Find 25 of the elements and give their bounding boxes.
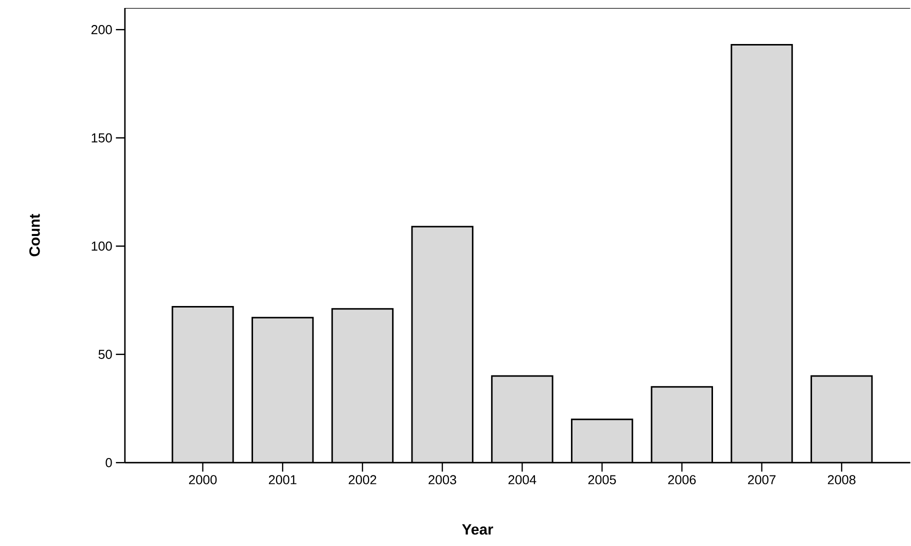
x-axis-title: Year xyxy=(462,524,494,535)
x-tick-label: 2006 xyxy=(668,475,696,485)
x-tick-label: 2007 xyxy=(748,475,776,485)
y-tick-label: 0 xyxy=(106,458,112,468)
bar xyxy=(252,318,313,463)
x-tick-label: 2000 xyxy=(189,475,217,485)
bar xyxy=(652,387,712,463)
x-tick-label: 2008 xyxy=(828,475,856,485)
y-tick-label: 200 xyxy=(91,25,112,34)
bar xyxy=(731,45,792,463)
x-tick-label: 2002 xyxy=(348,475,376,485)
y-axis-title: Count xyxy=(29,214,40,256)
y-tick-label: 100 xyxy=(92,242,112,251)
bar xyxy=(572,420,632,463)
bar xyxy=(412,226,473,463)
x-tick-label: 2005 xyxy=(588,475,616,485)
bar xyxy=(492,376,553,463)
y-tick-label: 50 xyxy=(98,350,112,360)
x-tick-label: 2004 xyxy=(508,475,536,485)
bar xyxy=(172,306,234,463)
x-tick-label: 2003 xyxy=(428,475,456,485)
x-tick-label: 2001 xyxy=(268,475,296,485)
bar xyxy=(810,375,873,463)
y-tick-label: 150 xyxy=(92,134,112,143)
bar xyxy=(332,309,393,463)
